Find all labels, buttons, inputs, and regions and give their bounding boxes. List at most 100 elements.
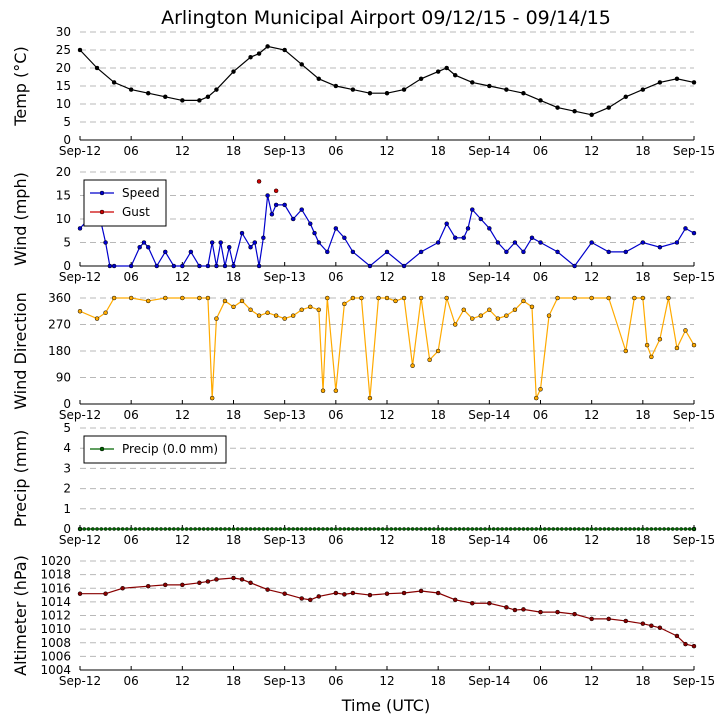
x-tick-label: 18	[226, 533, 241, 547]
data-point	[363, 527, 368, 531]
x-tick-label: 12	[584, 270, 599, 284]
x-tick-label: 12	[175, 674, 190, 688]
data-point	[367, 592, 373, 598]
y-tick-label: 1010	[40, 622, 71, 636]
data-point	[145, 90, 151, 96]
data-point	[240, 527, 244, 531]
data-point	[90, 527, 95, 531]
x-tick-label: 18	[635, 674, 650, 688]
chart-title: Arlington Municipal Airport 09/12/15 - 0…	[161, 7, 611, 29]
data-point	[649, 354, 654, 360]
x-tick-label: 12	[379, 408, 394, 422]
x-tick-label: 06	[533, 408, 548, 422]
data-point	[226, 244, 232, 250]
data-point	[77, 309, 83, 314]
data-point	[316, 307, 322, 313]
y-tick-label: 1008	[40, 636, 71, 650]
data-point	[670, 527, 675, 531]
data-point	[256, 263, 262, 269]
data-point	[691, 342, 697, 348]
data-point	[657, 244, 663, 250]
data-point	[640, 295, 646, 301]
data-point	[538, 527, 543, 531]
panel-3: 0 90 180 270 360 Sep-12 06 12 18 Sep-13 06 12 18 Sep-…	[11, 291, 715, 422]
data-point	[512, 240, 518, 245]
data-point	[406, 527, 411, 531]
data-point	[461, 527, 466, 531]
y-tick-label: 1018	[40, 568, 71, 582]
data-point	[427, 527, 432, 531]
data-point	[577, 527, 581, 531]
data-point	[171, 263, 177, 269]
data-point	[393, 298, 398, 304]
data-point	[257, 527, 261, 531]
data-point	[163, 582, 168, 588]
data-point	[231, 575, 236, 581]
x-tick-label: Sep-13	[264, 674, 306, 688]
data-point	[205, 579, 211, 584]
data-point	[248, 54, 253, 60]
data-point	[248, 307, 253, 313]
data-point	[453, 527, 458, 531]
data-point	[222, 263, 228, 269]
data-point	[589, 295, 594, 301]
data-point	[632, 527, 637, 531]
data-point	[683, 226, 688, 231]
data-point	[640, 621, 646, 626]
data-point	[299, 62, 304, 67]
data-point	[479, 527, 483, 531]
y-tick-label: 90	[56, 371, 71, 385]
data-point	[397, 527, 402, 531]
data-point	[546, 313, 552, 318]
data-point	[154, 527, 159, 531]
x-tick-label: 12	[379, 270, 394, 284]
data-point	[239, 230, 245, 236]
data-point	[572, 527, 577, 531]
data-point	[244, 527, 249, 531]
x-tick-label: 06	[124, 533, 139, 547]
data-point	[555, 105, 560, 110]
data-point	[572, 108, 577, 114]
data-point	[154, 263, 159, 269]
data-point	[333, 388, 339, 393]
data-point	[529, 235, 535, 241]
data-point	[496, 527, 500, 531]
y-tick-label: 5	[63, 236, 71, 250]
data-point	[137, 244, 142, 250]
data-point	[521, 90, 526, 96]
data-point	[325, 249, 330, 255]
data-point	[674, 76, 680, 82]
data-point	[145, 583, 151, 589]
data-point	[401, 87, 407, 92]
x-tick-label: 18	[635, 408, 650, 422]
data-point	[252, 240, 258, 245]
data-point	[641, 527, 645, 531]
data-point	[389, 527, 394, 531]
data-point	[273, 313, 279, 318]
series-line	[79, 45, 695, 116]
data-point	[418, 588, 424, 594]
x-tick-label: Sep-12	[59, 408, 101, 422]
data-point	[367, 90, 373, 96]
data-point	[440, 527, 445, 531]
y-tick-label: 15	[56, 189, 71, 203]
data-point	[410, 527, 415, 531]
x-tick-label: 06	[328, 270, 343, 284]
x-tick-label: 06	[124, 144, 139, 158]
data-point	[107, 263, 113, 269]
data-point	[316, 76, 322, 82]
data-point	[209, 240, 215, 245]
data-point	[368, 527, 372, 531]
x-tick-label: 06	[124, 270, 139, 284]
data-point	[435, 240, 441, 245]
data-point	[645, 527, 649, 531]
y-tick-label: 20	[56, 61, 71, 75]
data-point	[163, 249, 168, 255]
data-point	[197, 527, 202, 531]
y-tick-label: 1016	[40, 581, 71, 595]
y-tick-label: 4	[63, 441, 71, 455]
data-point	[401, 295, 407, 301]
data-point	[449, 527, 453, 531]
